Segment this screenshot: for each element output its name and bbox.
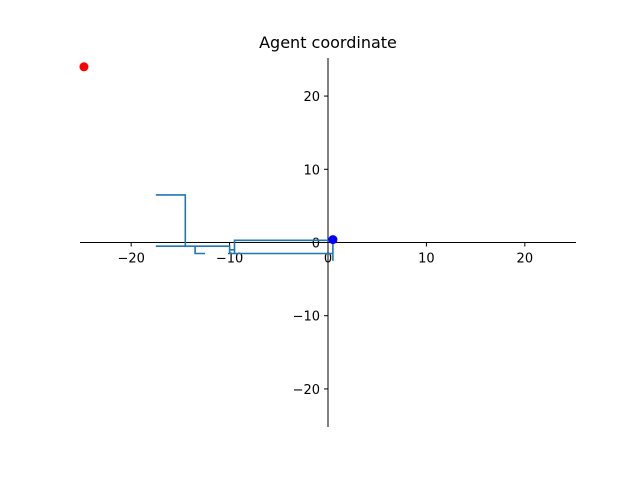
y-tick-label: 10 (303, 163, 320, 178)
scatter-point-1 (328, 235, 338, 245)
y-tick-label: 0 (312, 237, 320, 252)
series (79, 62, 338, 261)
scatter-point-2 (79, 62, 89, 72)
y-tick-label: −20 (293, 383, 320, 398)
chart-title: Agent coordinate (259, 33, 397, 52)
trajectory-line (155, 194, 334, 261)
y-tick-label: 20 (303, 90, 320, 105)
x-tick-label: −20 (117, 252, 144, 267)
x-tick-label: 20 (517, 252, 534, 267)
y-tick-label: −10 (293, 310, 320, 325)
x-tick-label: −10 (216, 252, 243, 267)
x-tick-label: 0 (324, 252, 332, 267)
x-tick-label: 10 (418, 252, 435, 267)
ticks: −20 −10 0 10 20 −20 −10 0 10 20 (117, 90, 533, 398)
